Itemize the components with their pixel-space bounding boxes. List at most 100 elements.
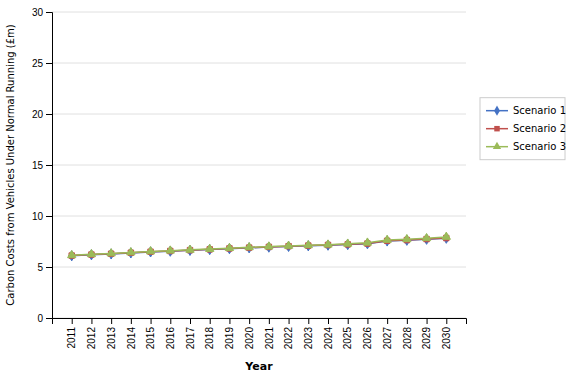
x-tick: 2025 [342,318,353,349]
grid-line [52,12,466,13]
x-tick-label: 2020 [244,327,255,350]
x-tick: 2012 [86,318,97,349]
x-tick-mark [367,318,368,324]
legend-item: Scenario 1 [486,105,566,116]
x-tick-label: 2012 [86,327,97,350]
x-tick-label: 2023 [303,327,314,350]
series-marker [344,239,352,246]
y-tick-mark [46,114,52,115]
marks [68,232,451,261]
x-tick-mark [269,318,270,324]
y-axis-line [46,13,53,319]
series-marker [166,246,174,253]
series-marker [363,238,371,245]
y-tick: 10 [32,211,52,222]
x-tick: 2013 [106,318,117,349]
legend-label: Scenario 1 [513,105,566,116]
y-tick-mark [46,63,52,64]
x-tick-mark [72,318,73,324]
series-marker [186,245,194,252]
x-tick-mark [91,318,92,324]
y-tick-label: 30 [32,7,44,18]
grid-line [52,114,466,115]
series-marker [127,248,135,255]
x-tick: 2026 [362,318,373,349]
x-tick-mark [131,318,132,324]
y-axis: 0 5 10 15 20 25 30 [32,7,53,324]
series-marker [284,241,292,248]
x-tick-label: 2029 [421,327,432,350]
x-tick: 2011 [66,318,77,349]
grid [52,12,466,318]
x-tick-label: 2030 [441,327,452,350]
series-marker [383,235,391,242]
y-tick: 15 [32,160,52,171]
y-tick-mark [46,318,52,319]
x-tick-mark [446,318,447,324]
x-tick: 2023 [303,318,314,349]
x-tick-mark [387,318,388,324]
y-tick: 30 [32,7,52,18]
series-marker [245,243,253,250]
y-tick-label: 5 [37,262,43,273]
x-tick-mark [407,318,408,324]
x-tick-label: 2015 [145,327,156,350]
x-tick-mark [229,318,230,324]
x-tick-mark [210,318,211,324]
x-tick-label: 2024 [323,327,334,350]
x-tick: 2014 [126,318,137,349]
x-tick-label: 2028 [402,327,413,350]
series-marker [146,247,154,254]
y-tick-label: 10 [32,211,44,222]
x-tick-label: 2019 [224,327,235,350]
legend-swatch-marker [493,142,501,149]
series-marker [442,232,450,239]
x-tick: 2016 [165,318,176,349]
x-tick: 2017 [185,318,196,349]
x-tick-mark [190,318,191,324]
x-axis: 2011 2012 2013 2014 2015 2016 2017 2018 2019 2020… [53,318,467,349]
x-tick-mark [308,318,309,324]
y-tick-mark [46,216,52,217]
series-marker [68,250,76,257]
plot: 2011201220132014201520162017201820192020… [32,7,467,350]
x-tick: 2027 [382,318,393,349]
x-tick-label: 2021 [264,327,275,350]
x-tick-label: 2013 [106,327,117,350]
x-tick: 2029 [421,318,432,349]
y-tick-mark [46,267,52,268]
x-tick-mark [249,318,250,324]
x-tick: 2028 [402,318,413,349]
series-marker [107,249,115,256]
series-marker [225,243,233,250]
legend-swatch-marker [494,106,500,116]
grid-line [52,165,466,166]
x-axis-line [53,319,467,325]
x-tick-mark [427,318,428,324]
grid-line [52,63,466,64]
y-tick-label: 0 [37,313,43,324]
y-tick-mark [46,12,52,13]
x-tick-label: 2017 [185,327,196,350]
legend: Scenario 1Scenario 2Scenario 3 [480,98,566,160]
series-marker [206,244,214,251]
x-tick: 2018 [204,318,215,349]
y-tick-label: 20 [32,109,44,120]
series-marker [324,240,332,247]
grid-line [52,216,466,217]
legend-item: Scenario 3 [486,141,566,152]
series-marker [403,234,411,241]
x-tick-mark [151,318,152,324]
series-marker [87,249,95,256]
y-tick-label: 15 [32,160,44,171]
x-tick: 2020 [244,318,255,349]
x-tick: 2024 [323,318,334,349]
x-axis-title: Year [244,360,273,373]
y-tick: 20 [32,109,52,120]
x-tick: 2022 [283,318,294,349]
x-tick-label: 2018 [204,327,215,350]
x-tick-mark [170,318,171,324]
x-tick-label: 2026 [362,327,373,350]
grid-line [52,267,466,268]
y-tick: 25 [32,58,52,69]
